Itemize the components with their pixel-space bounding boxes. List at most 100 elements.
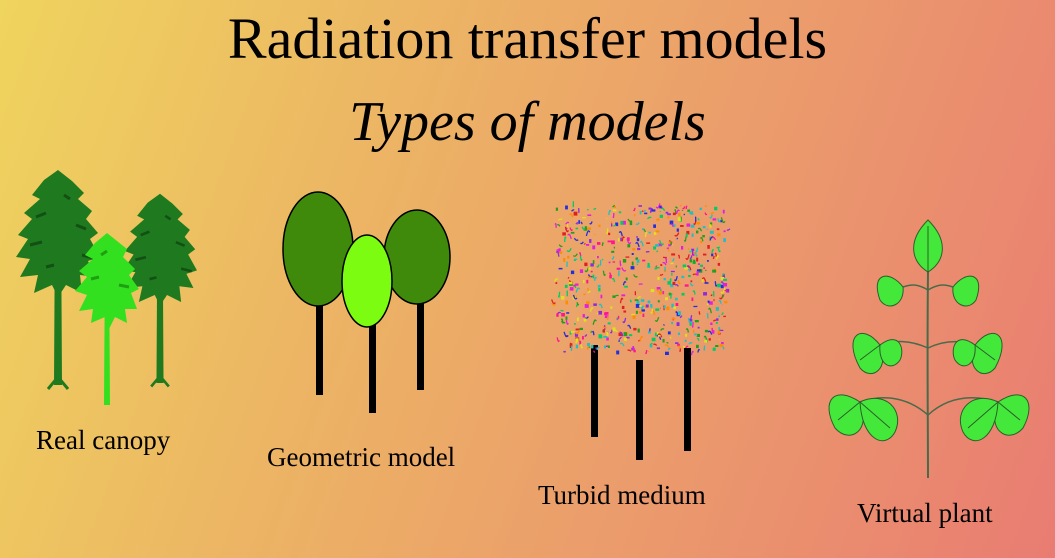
turbid-particle: [673, 275, 678, 282]
turbid-particle: [636, 263, 639, 265]
turbid-particle: [612, 204, 616, 208]
turbid-particle: [609, 274, 612, 279]
turbid-particle: [663, 278, 666, 281]
turbid-particle: [656, 332, 659, 336]
turbid-particle: [615, 222, 619, 227]
turbid-particle: [579, 340, 582, 345]
turbid-particle: [607, 322, 611, 325]
turbid-particle: [609, 329, 613, 334]
turbid-particle: [607, 345, 610, 348]
turbid-particle: [671, 253, 676, 256]
turbid-particle: [621, 294, 626, 297]
turbid-particle: [704, 329, 709, 333]
turbid-particle: [685, 333, 688, 337]
turbid-particle: [675, 297, 678, 301]
turbid-particle: [655, 203, 661, 209]
turbid-particle: [657, 300, 660, 303]
turbid-particle: [696, 271, 699, 275]
turbid-particle: [567, 276, 570, 279]
trunk: [369, 318, 376, 413]
turbid-particle: [695, 247, 699, 253]
turbid-particle: [580, 241, 584, 245]
turbid-particle: [639, 305, 642, 308]
turbid-particle: [637, 328, 640, 333]
turbid-particle: [629, 221, 633, 226]
turbid-particle: [712, 319, 717, 322]
turbid-particle: [623, 332, 627, 337]
turbid-particle: [555, 282, 558, 284]
turbid-particle: [723, 238, 726, 243]
turbid-particle: [682, 206, 686, 210]
turbid-particle: [654, 332, 657, 337]
turbid-particle: [595, 347, 598, 350]
turbid-particle: [712, 330, 715, 334]
turbid-particle: [616, 350, 620, 355]
turbid-particle: [648, 207, 652, 210]
turbid-particle: [563, 236, 567, 243]
turbid-particle: [696, 230, 699, 234]
turbid-particle: [645, 304, 649, 308]
turbid-particle: [654, 316, 660, 322]
leaf-icon: [952, 275, 980, 307]
turbid-particle: [563, 350, 566, 353]
turbid-particle: [679, 348, 682, 353]
turbid-particle: [718, 315, 720, 318]
turbid-particle: [632, 315, 636, 319]
turbid-particle: [589, 307, 594, 312]
turbid-particle: [707, 300, 710, 304]
leaf-icon: [960, 397, 999, 442]
turbid-particle: [710, 222, 713, 226]
turbid-particle: [685, 328, 690, 333]
turbid-particle: [672, 212, 676, 216]
turbid-particle: [647, 350, 650, 353]
turbid-particle: [584, 226, 587, 231]
turbid-particle: [722, 274, 725, 278]
turbid-particle: [619, 297, 624, 304]
turbid-particle: [692, 273, 697, 276]
turbid-particle: [709, 214, 713, 219]
turbid-particle: [633, 214, 636, 217]
slide-subtitle: Types of models: [349, 91, 706, 153]
turbid-particle: [715, 255, 720, 260]
turbid-particle: [558, 218, 563, 221]
virtual-plant-illustration: [828, 219, 1030, 479]
turbid-particle: [612, 327, 616, 332]
turbid-particle: [580, 343, 584, 349]
turbid-particle: [635, 304, 640, 308]
turbid-particle: [574, 323, 576, 325]
turbid-particle: [573, 211, 578, 216]
turbid-particle: [719, 344, 724, 347]
turbid-particle: [659, 273, 664, 276]
turbid-particle: [641, 228, 645, 231]
turbid-particle: [655, 230, 660, 233]
turbid-particle: [726, 288, 730, 293]
turbid-particle: [664, 344, 670, 349]
turbid-particle: [590, 330, 593, 334]
turbid-particle: [680, 225, 684, 227]
real-canopy-label: Real canopy: [36, 425, 171, 455]
turbid-particle: [604, 312, 607, 316]
turbid-particle: [657, 335, 661, 337]
turbid-medium-illustration: [551, 201, 731, 460]
turbid-particle: [612, 212, 615, 219]
turbid-particle: [564, 284, 568, 288]
turbid-particle: [603, 336, 608, 338]
turbid-particle: [700, 264, 703, 267]
turbid-particle: [710, 212, 715, 215]
turbid-particle: [575, 338, 579, 342]
turbid-particle: [635, 257, 638, 261]
turbid-particle: [612, 224, 617, 227]
turbid-particle: [674, 206, 678, 209]
turbid-particle: [662, 291, 665, 295]
turbid-particle: [578, 220, 581, 224]
turbid-particle: [723, 283, 728, 287]
turbid-particle: [604, 315, 609, 319]
turbid-particle: [694, 320, 699, 323]
turbid-particle: [558, 267, 563, 270]
turbid-particle: [678, 311, 681, 316]
turbid-particle: [716, 246, 721, 249]
turbid-particle: [689, 211, 694, 214]
turbid-particle: [697, 333, 700, 337]
turbid-particle: [566, 247, 572, 253]
turbid-particle: [711, 236, 717, 241]
